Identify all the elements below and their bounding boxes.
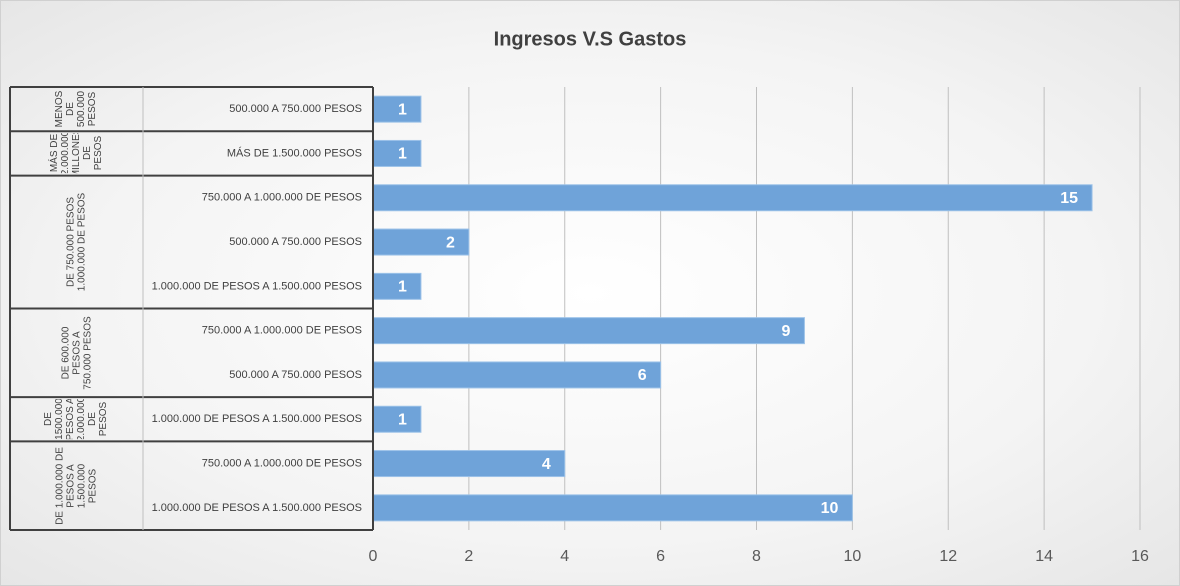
data-label: 1 xyxy=(398,146,407,163)
bar xyxy=(372,317,805,345)
y-tick-label: MÁS DE 1.500.000 PESOS xyxy=(227,146,362,159)
data-label: 9 xyxy=(782,323,791,340)
x-tick-label: 16 xyxy=(1131,548,1149,565)
bar xyxy=(372,450,566,478)
group-label: MÁS DE 2.000.000 MILLONES DE PESOS xyxy=(48,133,104,174)
bar xyxy=(372,361,662,389)
bar xyxy=(372,405,422,433)
x-tick-label: 6 xyxy=(656,548,665,565)
group-label: MENOS DE 500.000 PESOS xyxy=(53,90,98,128)
y-tick-label: 500.000 A 750.000 PESOS xyxy=(229,103,362,115)
y-tick-label: 750.000 A 1.000.000 DE PESOS xyxy=(202,325,362,337)
bar xyxy=(372,272,422,300)
x-tick-label: 8 xyxy=(752,548,761,565)
y-tick-label: 500.000 A 750.000 PESOS xyxy=(229,369,362,381)
group-label: DE 750.000 PESOS 1.000.000 DE PESOS xyxy=(64,192,87,292)
y-tick-label: 1.000.000 DE PESOS A 1.500.000 PESOS xyxy=(152,502,362,514)
x-tick-label: 14 xyxy=(1035,548,1053,565)
bar xyxy=(372,184,1093,212)
x-tick-label: 10 xyxy=(843,548,861,565)
chart-title: Ingresos V.S Gastos xyxy=(494,28,687,50)
group-label: DE 600.000 PESOS A 750.000 PESOS xyxy=(59,316,93,390)
data-label: 1 xyxy=(398,279,407,296)
bar xyxy=(372,95,422,123)
data-label: 15 xyxy=(1060,190,1078,207)
data-label: 4 xyxy=(542,456,551,473)
x-tick-label: 2 xyxy=(464,548,473,565)
group-label: DE 1500.000 PESOS A 2.000.000 DE PESOS xyxy=(42,399,109,440)
y-tick-label: 1.000.000 DE PESOS A 1.500.000 PESOS xyxy=(152,280,362,292)
y-tick-label: 1.000.000 DE PESOS A 1.500.000 PESOS xyxy=(152,413,362,425)
bar xyxy=(372,139,422,167)
x-tick-label: 0 xyxy=(369,548,378,565)
data-label: 1 xyxy=(398,101,407,118)
y-tick-label: 750.000 A 1.000.000 DE PESOS xyxy=(202,457,362,469)
group-label: DE 1.000.000 DE PESOS A 1.500.000 PESOS xyxy=(53,446,98,525)
y-tick-label: 500.000 A 750.000 PESOS xyxy=(229,236,362,248)
data-label: 1 xyxy=(398,411,407,428)
data-label: 6 xyxy=(638,367,647,384)
x-tick-label: 12 xyxy=(939,548,957,565)
data-label: 2 xyxy=(446,234,455,251)
y-tick-label: 750.000 A 1.000.000 DE PESOS xyxy=(202,192,362,204)
data-label: 10 xyxy=(821,500,839,517)
bar xyxy=(372,494,853,522)
x-tick-label: 4 xyxy=(560,548,569,565)
